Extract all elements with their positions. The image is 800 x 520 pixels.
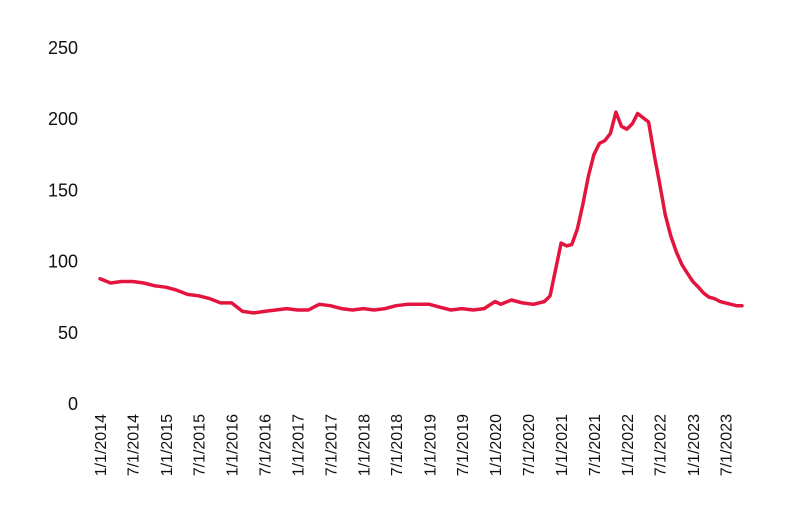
x-tick-label: 1/1/2018 <box>356 414 373 476</box>
series-line <box>98 110 744 315</box>
y-axis: 0 50 100 150 200 250 <box>48 38 78 414</box>
y-tick-label: 250 <box>48 38 78 58</box>
y-tick-label: 100 <box>48 252 78 272</box>
x-tick-label: 1/1/2021 <box>554 414 571 476</box>
x-tick-label: 7/1/2022 <box>653 414 670 476</box>
x-tick-label: 1/1/2022 <box>620 414 637 476</box>
x-tick-label: 7/1/2021 <box>587 414 604 476</box>
x-tick-label: 1/1/2020 <box>488 414 505 476</box>
x-axis: 1/1/2014 7/1/2014 1/1/2015 7/1/2015 1/1/2016… <box>93 414 735 476</box>
x-tick-label: 7/1/2015 <box>191 414 208 476</box>
x-tick-label: 7/1/2020 <box>521 414 538 476</box>
x-tick-label: 1/1/2019 <box>422 414 439 476</box>
x-tick-label: 1/1/2017 <box>291 414 308 476</box>
x-tick-label: 7/1/2014 <box>126 414 143 476</box>
plot-area <box>98 110 744 315</box>
x-tick-label: 7/1/2019 <box>455 414 472 476</box>
y-tick-label: 200 <box>48 109 78 129</box>
x-tick-label: 1/1/2015 <box>159 414 176 476</box>
y-tick-label: 50 <box>58 323 78 343</box>
x-tick-label: 7/1/2018 <box>389 414 406 476</box>
x-tick-label: 1/1/2023 <box>686 414 703 476</box>
y-tick-label: 0 <box>68 394 78 414</box>
x-tick-label: 7/1/2023 <box>718 414 735 476</box>
y-tick-label: 150 <box>48 180 78 200</box>
x-tick-label: 7/1/2017 <box>323 414 340 476</box>
x-tick-label: 7/1/2016 <box>257 414 274 476</box>
x-tick-label: 1/1/2016 <box>225 414 242 476</box>
x-tick-label: 1/1/2014 <box>93 414 110 476</box>
